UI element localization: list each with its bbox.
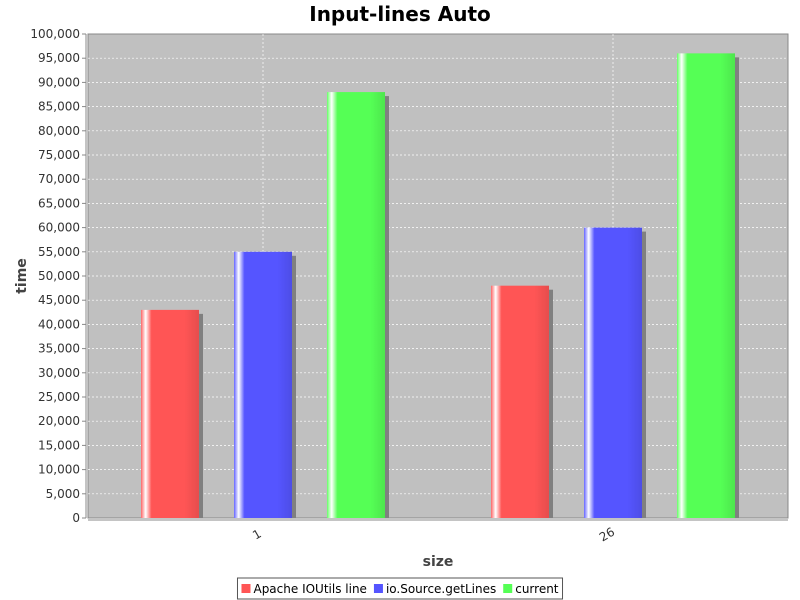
x-tick-label: 26 bbox=[597, 525, 617, 545]
y-tick-label: 25,000 bbox=[38, 390, 80, 404]
y-tick-label: 5,000 bbox=[46, 487, 80, 501]
legend-label: io.Source.getLines bbox=[386, 582, 496, 596]
y-tick-label: 90,000 bbox=[38, 75, 80, 89]
legend-swatch bbox=[503, 584, 513, 593]
chart-title: Input-lines Auto bbox=[309, 2, 491, 26]
bar bbox=[234, 251, 292, 519]
legend-label: current bbox=[515, 582, 559, 596]
y-tick-label: 75,000 bbox=[38, 148, 80, 162]
y-tick-label: 40,000 bbox=[38, 317, 80, 331]
bar bbox=[327, 92, 385, 518]
bars bbox=[141, 53, 739, 519]
legend: Apache IOUtils line io.Source.getLines cur… bbox=[236, 577, 564, 600]
legend-swatch bbox=[373, 584, 383, 593]
y-tick-label: 65,000 bbox=[38, 196, 80, 210]
y-tick-label: 10,000 bbox=[38, 463, 80, 477]
y-tick-label: 95,000 bbox=[38, 51, 80, 65]
x-tick-label: 1 bbox=[250, 527, 264, 543]
y-tick-label: 85,000 bbox=[38, 100, 80, 114]
y-tick-label: 50,000 bbox=[38, 269, 80, 283]
y-tick-label: 80,000 bbox=[38, 124, 80, 138]
bar bbox=[677, 53, 735, 519]
y-axis-label: time bbox=[14, 258, 30, 294]
y-tick-label: 15,000 bbox=[38, 438, 80, 452]
bar bbox=[584, 227, 642, 518]
legend-label: Apache IOUtils line bbox=[253, 582, 366, 596]
x-axis-label: size bbox=[423, 554, 454, 570]
y-tick-label: 100,000 bbox=[30, 27, 80, 41]
legend-frame bbox=[236, 577, 564, 600]
bar bbox=[141, 309, 199, 518]
y-tick-label: 30,000 bbox=[38, 366, 80, 380]
y-tick-label: 35,000 bbox=[38, 342, 80, 356]
x-axis: 1 26 bbox=[88, 519, 788, 545]
y-tick-label: 60,000 bbox=[38, 221, 80, 235]
y-tick-label: 55,000 bbox=[38, 245, 80, 259]
y-tick-label: 0 bbox=[72, 511, 80, 525]
legend-swatch bbox=[241, 584, 251, 593]
y-axis: 0 5,000 10,000 15,000 20,000 25,000 30,000 35,0… bbox=[30, 27, 87, 525]
y-tick-label: 20,000 bbox=[38, 414, 80, 428]
y-tick-label: 45,000 bbox=[38, 293, 80, 307]
bar bbox=[491, 285, 549, 518]
y-tick-label: 70,000 bbox=[38, 172, 80, 186]
